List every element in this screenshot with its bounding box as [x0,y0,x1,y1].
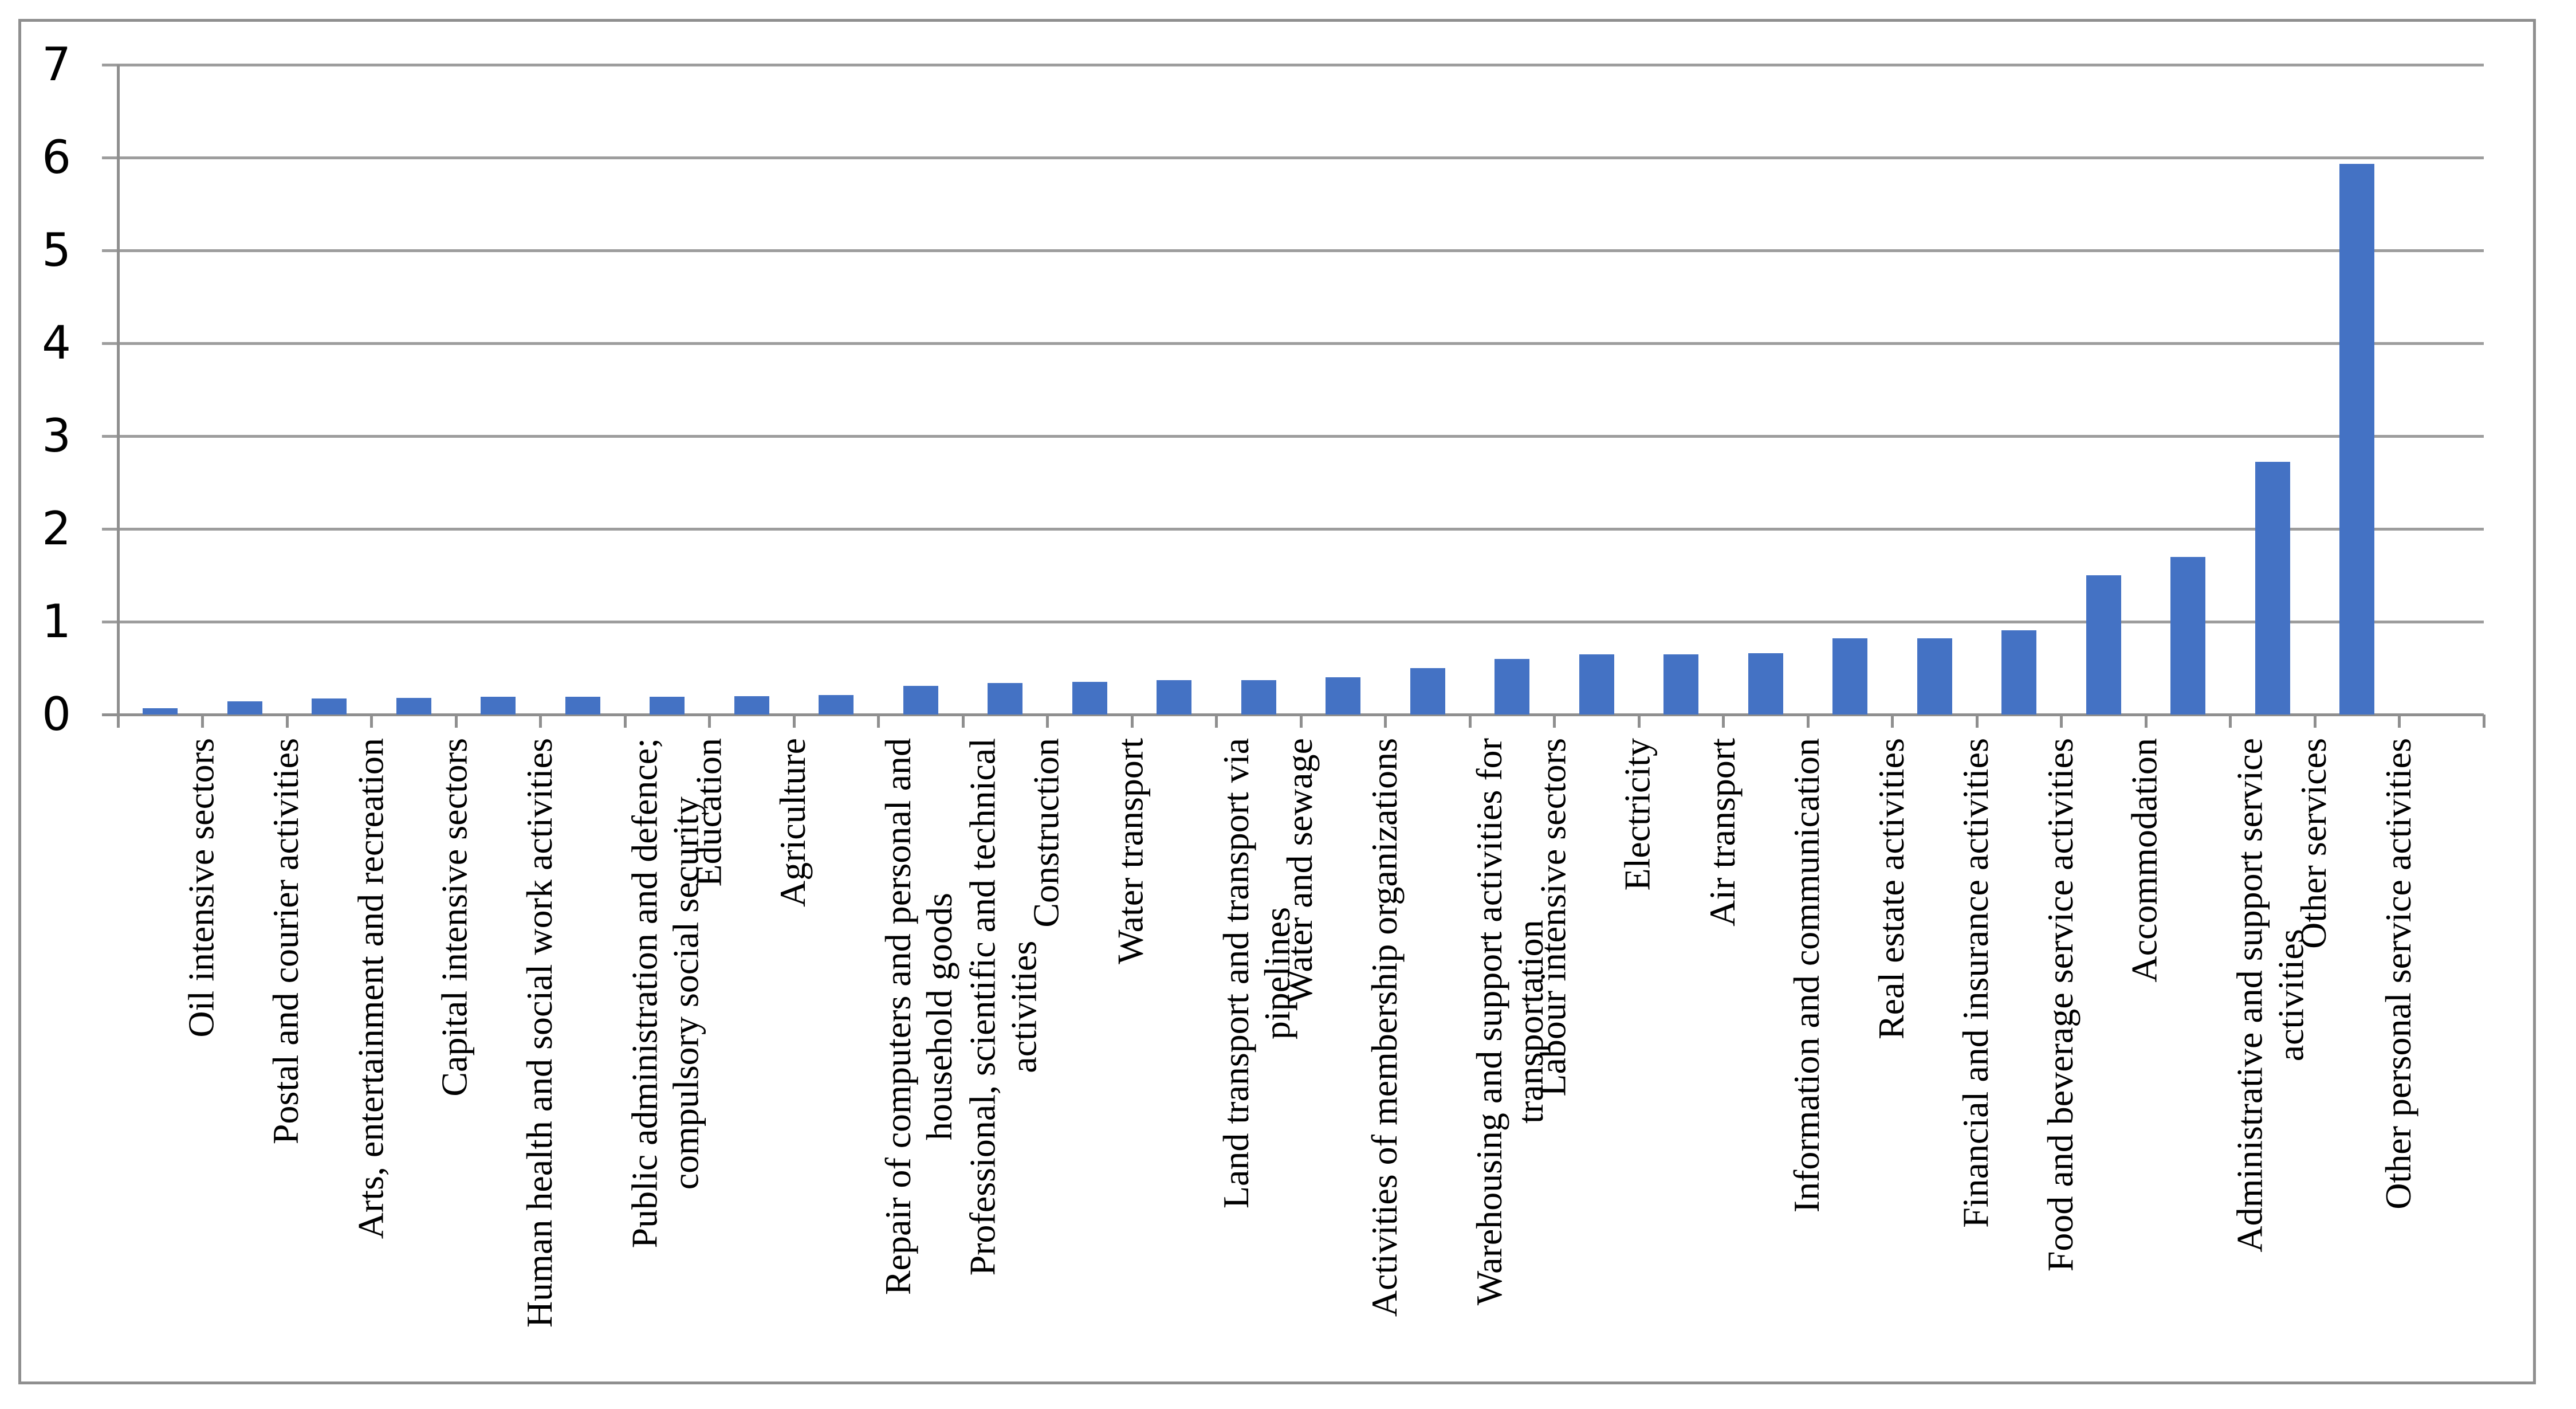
bar [481,697,516,715]
bar [227,701,262,715]
y-tick-label: 4 [42,316,71,370]
x-axis-tick [286,715,289,728]
bar [903,686,938,715]
x-axis-tick [1553,715,1556,728]
x-axis-tick [1891,715,1894,728]
x-axis-tick [2145,715,2148,728]
bar [565,697,600,715]
x-axis-tick [370,715,373,728]
x-category-label: Information and communication [1786,738,1827,1213]
x-category-label: Air transport [1702,738,1743,927]
x-axis-tick [793,715,796,728]
x-axis-tick [2314,715,2317,728]
x-axis-tick [1046,715,1049,728]
bar [1748,653,1783,715]
x-category-label: Water and sewage [1279,738,1320,1004]
y-tick-label: 6 [42,131,71,184]
x-axis-tick [1300,715,1303,728]
x-category-label: Labour intensive sectors [1533,738,1574,1097]
x-category-label: Repair of computers and personal and hou… [878,738,959,1296]
x-category-label: Water transport [1110,738,1151,964]
x-category-label: Activities of membership organizations [1364,738,1405,1317]
bar [1326,677,1360,715]
figure-border [18,19,2536,1384]
y-tick-label: 2 [42,502,71,555]
bar [650,697,685,715]
y-tick-label: 3 [42,409,71,462]
bar [2255,462,2290,715]
x-category-label: Electricity [1617,738,1658,891]
x-category-label: Construction [1026,738,1067,928]
x-category-label: Education [688,738,729,887]
x-axis-tick [1722,715,1725,728]
x-axis-tick [2060,715,2063,728]
y-axis-line [117,65,120,728]
x-axis-tick [2483,715,2485,728]
x-axis-tick [708,715,711,728]
x-axis-tick [1807,715,1810,728]
horizontal-gridline [102,621,2484,623]
x-category-label: Human health and social work activities [519,738,560,1328]
x-category-label: Financial and insurance activities [1955,738,1996,1228]
bar [1241,680,1276,715]
bar [312,698,347,715]
horizontal-gridline [102,713,2484,716]
x-category-label: Postal and courier activities [265,738,306,1145]
horizontal-gridline [102,528,2484,531]
bar [1157,680,1191,715]
bar [2170,557,2205,715]
bar [988,683,1022,715]
bar [819,695,854,715]
x-axis-tick [539,715,542,728]
x-category-label: Capital intensive sectors [434,738,475,1097]
bar [1832,638,1867,715]
y-tick-label: 7 [42,38,71,91]
x-category-label: Other personal service activities [2378,738,2418,1210]
horizontal-gridline [102,64,2484,66]
horizontal-gridline [102,156,2484,159]
bar [396,698,431,715]
bar [1579,654,1614,715]
x-axis-tick [1469,715,1472,728]
x-axis-tick [962,715,965,728]
y-tick-label: 0 [42,688,71,741]
horizontal-gridline [102,249,2484,252]
x-axis-tick [877,715,880,728]
x-axis-tick [2229,715,2232,728]
bar [2339,164,2374,715]
y-tick-label: 1 [42,595,71,648]
x-axis-tick [1384,715,1387,728]
x-category-label: Accommodation [2124,738,2165,983]
x-axis-tick [624,715,627,728]
x-category-label: Agriculture [772,738,813,907]
x-category-label: Other services [2293,738,2334,949]
bar [1495,659,1529,715]
horizontal-gridline [102,342,2484,345]
bar [2001,630,2036,715]
x-axis-tick [1215,715,1218,728]
x-category-label: Oil intensive sectors [181,738,222,1038]
x-category-label: Arts, entertainment and recreation [350,738,391,1239]
bar [1072,682,1107,715]
bar [1917,638,1952,715]
x-axis-tick [1976,715,1979,728]
x-axis-tick [201,715,204,728]
bar [1410,668,1445,715]
bar [734,696,769,715]
x-axis-tick [2398,715,2401,728]
x-category-label: Real estate activities [1871,738,1912,1039]
bar [143,708,178,715]
x-axis-tick [1638,715,1641,728]
x-category-label: Food and beverage service activities [2040,738,2081,1272]
x-axis-tick [117,715,120,728]
x-axis-tick [1131,715,1134,728]
bar [2086,575,2121,715]
y-tick-label: 5 [42,223,71,277]
bar [1663,654,1698,715]
x-axis-tick [455,715,458,728]
horizontal-gridline [102,435,2484,438]
